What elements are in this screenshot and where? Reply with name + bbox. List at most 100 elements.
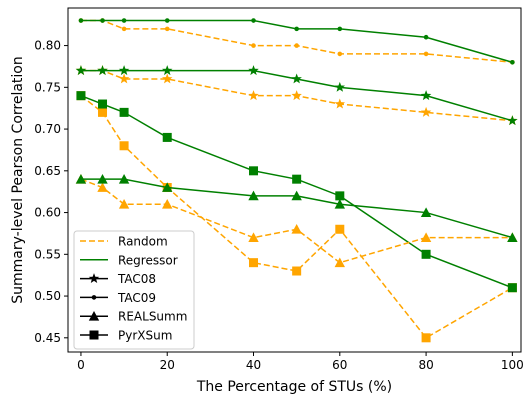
axis-ticks: 0 20 40 60 80 100 0.45 0.50 0.55 0.60 0.65 0.70 0.75… (34, 39, 524, 372)
data-point (334, 257, 345, 268)
data-point (248, 232, 259, 243)
y-axis-title: Summary-level Pearson Correlation (10, 56, 26, 303)
series-line (80, 178, 513, 264)
legend-item: PyrXSum (80, 329, 172, 343)
y-tick-label: 0.80 (34, 39, 61, 53)
data-point (162, 132, 172, 142)
data-point (335, 224, 345, 234)
series-random-realsumm (75, 173, 518, 268)
y-tick-label: 0.65 (34, 164, 61, 178)
data-point (421, 249, 431, 259)
series-regressor-tac08 (75, 65, 518, 126)
x-axis-title: The Percentage of STUs (%) (196, 379, 392, 395)
data-point (294, 43, 299, 48)
legend-label: REALSumm (118, 310, 187, 324)
data-point (248, 65, 259, 76)
data-point (164, 18, 170, 23)
data-point (423, 34, 429, 40)
data-point (162, 199, 173, 209)
legend-label: TAC09 (117, 291, 156, 305)
legend-marker (89, 330, 99, 340)
data-point (118, 173, 130, 184)
x-tick-label: 40 (246, 358, 261, 372)
y-tick-label: 0.50 (34, 289, 61, 303)
x-tick-label: 20 (160, 358, 175, 372)
data-point (118, 199, 130, 209)
legend-label: TAC08 (117, 272, 156, 286)
legend-marker (91, 295, 97, 300)
data-point (248, 190, 259, 201)
data-point (291, 190, 302, 201)
data-point (420, 90, 432, 101)
data-point (335, 191, 345, 201)
data-point (162, 65, 173, 76)
data-point (334, 81, 346, 92)
data-point (291, 73, 302, 84)
data-point (420, 232, 432, 243)
data-point (164, 26, 170, 32)
data-point (423, 51, 429, 57)
plot-frame (67, 7, 522, 353)
data-point (118, 73, 130, 84)
x-tick-label: 0 (77, 358, 85, 372)
data-point (334, 199, 345, 209)
legend-item: Random (80, 235, 168, 249)
data-point (334, 98, 346, 109)
series-regressor-tac09 (78, 18, 515, 65)
data-point (119, 107, 129, 117)
data-point (292, 174, 302, 184)
data-point (251, 43, 256, 48)
legend: Random Regressor TAC08 TAC09 REALSumm PyrXSum (73, 230, 195, 350)
data-point (294, 26, 299, 32)
y-tick-label: 0.70 (34, 122, 61, 136)
data-point (121, 18, 127, 23)
series-regressor-realsumm (75, 173, 518, 243)
x-tick-label: 100 (501, 358, 524, 372)
data-point (249, 258, 259, 268)
data-point (97, 182, 108, 192)
legend-label: PyrXSum (118, 329, 172, 343)
data-point (421, 333, 431, 343)
data-point (507, 232, 518, 243)
data-point (507, 115, 518, 126)
data-point (100, 18, 105, 23)
data-point (162, 73, 173, 84)
legend-item: REALSumm (80, 310, 187, 324)
data-point (507, 283, 517, 293)
series-line (80, 95, 513, 339)
data-point (249, 166, 259, 176)
y-tick-label: 0.55 (34, 247, 61, 261)
data-point (420, 106, 432, 117)
data-point (98, 107, 108, 117)
legend-label: Regressor (118, 253, 178, 267)
data-point (78, 18, 84, 23)
data-point (75, 65, 87, 76)
data-point (119, 141, 129, 151)
data-point (292, 266, 302, 276)
series-regressor-pyrxsum (76, 91, 517, 293)
data-point (337, 51, 343, 57)
data-point (337, 26, 343, 32)
data-point (248, 90, 259, 101)
data-point (98, 99, 108, 109)
data-point (121, 26, 127, 32)
data-point (291, 90, 302, 101)
legend-marker (88, 311, 100, 321)
data-point (162, 182, 173, 192)
data-point (510, 59, 515, 65)
data-point (97, 65, 108, 76)
y-tick-label: 0.60 (34, 206, 61, 220)
series-random-tac09 (78, 18, 515, 65)
data-point (97, 173, 108, 184)
legend-label: Random (118, 235, 168, 249)
y-tick-label: 0.45 (34, 331, 61, 345)
data-point (75, 173, 87, 184)
legend-item: TAC09 (80, 291, 156, 305)
x-tick-label: 60 (332, 358, 347, 372)
data-point (420, 207, 432, 217)
y-tick-label: 0.75 (34, 80, 61, 94)
x-tick-label: 80 (418, 358, 433, 372)
data-point (118, 65, 130, 76)
plot-marks (75, 18, 518, 343)
